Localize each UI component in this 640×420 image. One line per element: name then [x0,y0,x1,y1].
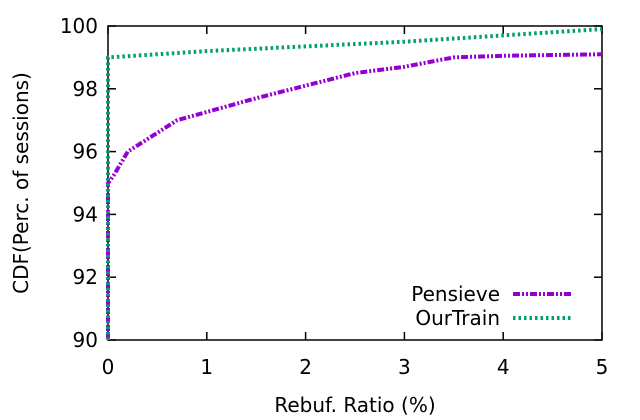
axis-ticks: 0 1 2 3 4 5 90 92 94 96 98 100 [60,14,609,379]
series-layer [106,27,603,341]
x-tick-label: 5 [596,355,609,379]
x-tick-label: 2 [299,355,312,379]
x-tick-label: 0 [102,355,115,379]
y-tick-label: 100 [60,14,98,38]
y-tick-label: 96 [73,140,98,164]
x-tick-label: 1 [200,355,213,379]
y-axis-title: CDF(Perc. of sessions) [9,72,33,294]
legend-label-pensieve: Pensieve [411,282,500,306]
y-tick-label: 92 [73,265,98,289]
x-tick-label: 4 [497,355,510,379]
y-tick-label: 90 [73,328,98,352]
y-tick-label: 94 [73,202,98,226]
x-tick-label: 3 [398,355,411,379]
x-axis-title: Rebuf. Ratio (%) [274,393,435,417]
series-line-ourtrain [106,27,603,340]
y-tick-label: 98 [73,77,98,101]
series-line-pensieve [106,52,603,340]
legend-label-ourtrain: OurTrain [415,306,500,330]
legend: Pensieve OurTrain [411,282,573,330]
